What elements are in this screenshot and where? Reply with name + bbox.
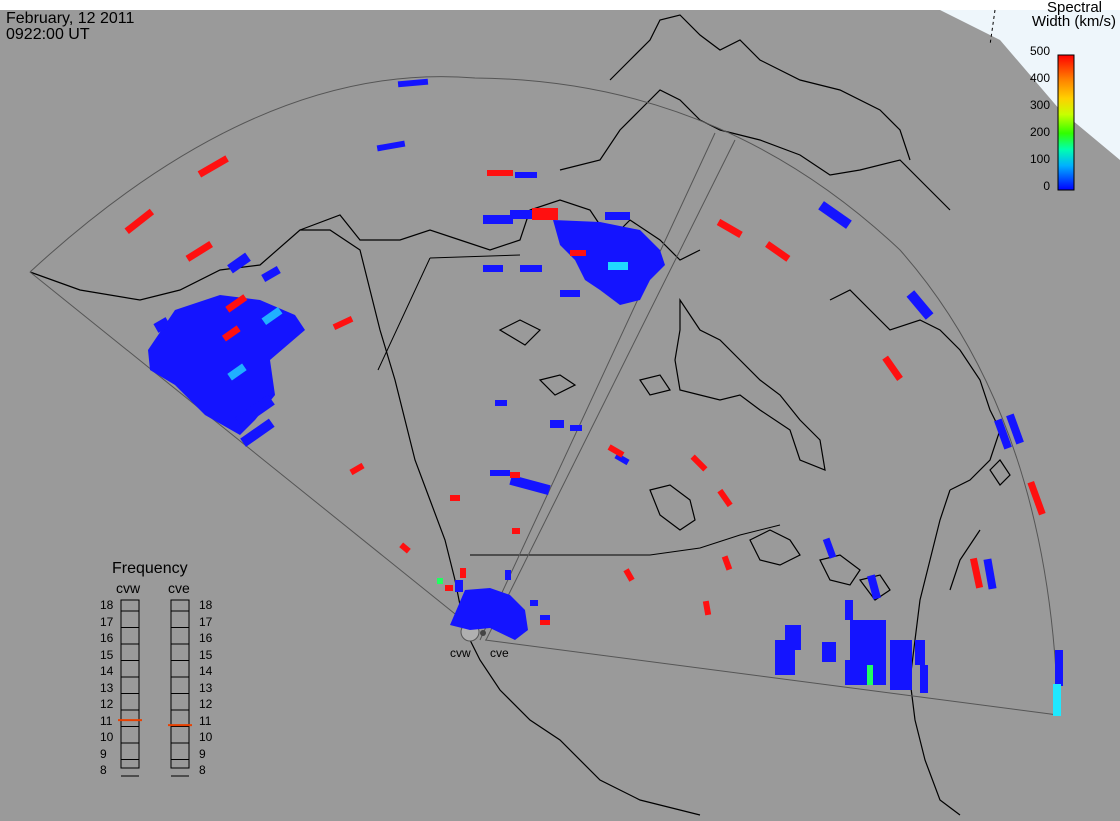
- freq-bar-cve: [170, 599, 190, 769]
- time-label: 0922:00 UT: [6, 26, 90, 43]
- freq-tick-label-right: 15: [199, 647, 213, 662]
- site-label-cvw: cvw: [450, 646, 471, 660]
- site-label-cve: cve: [490, 646, 509, 660]
- frequency-markers: [118, 719, 192, 727]
- freq-tick-label-left: 12: [100, 697, 114, 711]
- freq-radar-cve: cve: [168, 580, 190, 596]
- date-label: February, 12 2011: [6, 10, 135, 27]
- freq-tick-label-left: 10: [100, 730, 114, 744]
- coastlines: [29, 14, 1011, 816]
- freq-bar-cvw: [120, 599, 140, 769]
- scale-tick-label: 100: [1029, 152, 1050, 166]
- frequency-bars: [120, 599, 190, 777]
- freq-tick-label-left: 13: [100, 680, 114, 695]
- scale-tick-label: 0: [1043, 179, 1050, 193]
- scatter-mid-width: [227, 262, 1061, 716]
- scale-tick-label: 400: [1029, 71, 1050, 85]
- scale-tick-label: 500: [1029, 44, 1050, 58]
- freq-tick-label-right: 18: [199, 598, 213, 612]
- freq-tick-label-left: 16: [100, 631, 114, 645]
- header-band: [0, 0, 1120, 10]
- freq-tick-label-right: 13: [199, 680, 213, 695]
- scatter-high-width: [124, 155, 1046, 625]
- freq-tick-label-left: 15: [100, 647, 114, 662]
- freq-tick-label-left: 8: [100, 763, 107, 777]
- freq-tick-label-right: 11: [199, 713, 212, 728]
- fov-outline: [29, 76, 1059, 716]
- scale-tick-label: 300: [1029, 98, 1050, 112]
- freq-tick-label-right: 8: [199, 763, 206, 777]
- scale-title-line2: Width (km/s): [1031, 13, 1116, 30]
- site-marker-cve: [480, 630, 486, 636]
- freq-tick-label-right: 10: [199, 730, 213, 744]
- color-scale-bar: [1057, 54, 1075, 191]
- scale-tick-label: 200: [1029, 125, 1050, 139]
- scatter-low-width: [148, 78, 1063, 693]
- frequency-title: Frequency: [112, 560, 188, 577]
- scale-title-line1: Spectral: [1046, 0, 1102, 16]
- freq-tick-label-right: 9: [199, 746, 206, 761]
- borders: [377, 254, 781, 556]
- freq-tick-label-right: 14: [199, 664, 213, 678]
- freq-tick-label-left: 14: [100, 664, 114, 678]
- freq-tick-label-left: 17: [100, 614, 114, 629]
- daylight-region: [940, 10, 1120, 160]
- freq-tick-label-right: 17: [199, 614, 213, 629]
- freq-tick-label-left: 9: [100, 746, 107, 761]
- freq-tick-label-left: 11: [100, 713, 113, 728]
- freq-tick-label-left: 18: [100, 598, 114, 612]
- freq-tick-label-right: 16: [199, 631, 213, 645]
- freq-radar-cvw: cvw: [116, 580, 141, 596]
- freq-tick-label-right: 12: [199, 697, 213, 711]
